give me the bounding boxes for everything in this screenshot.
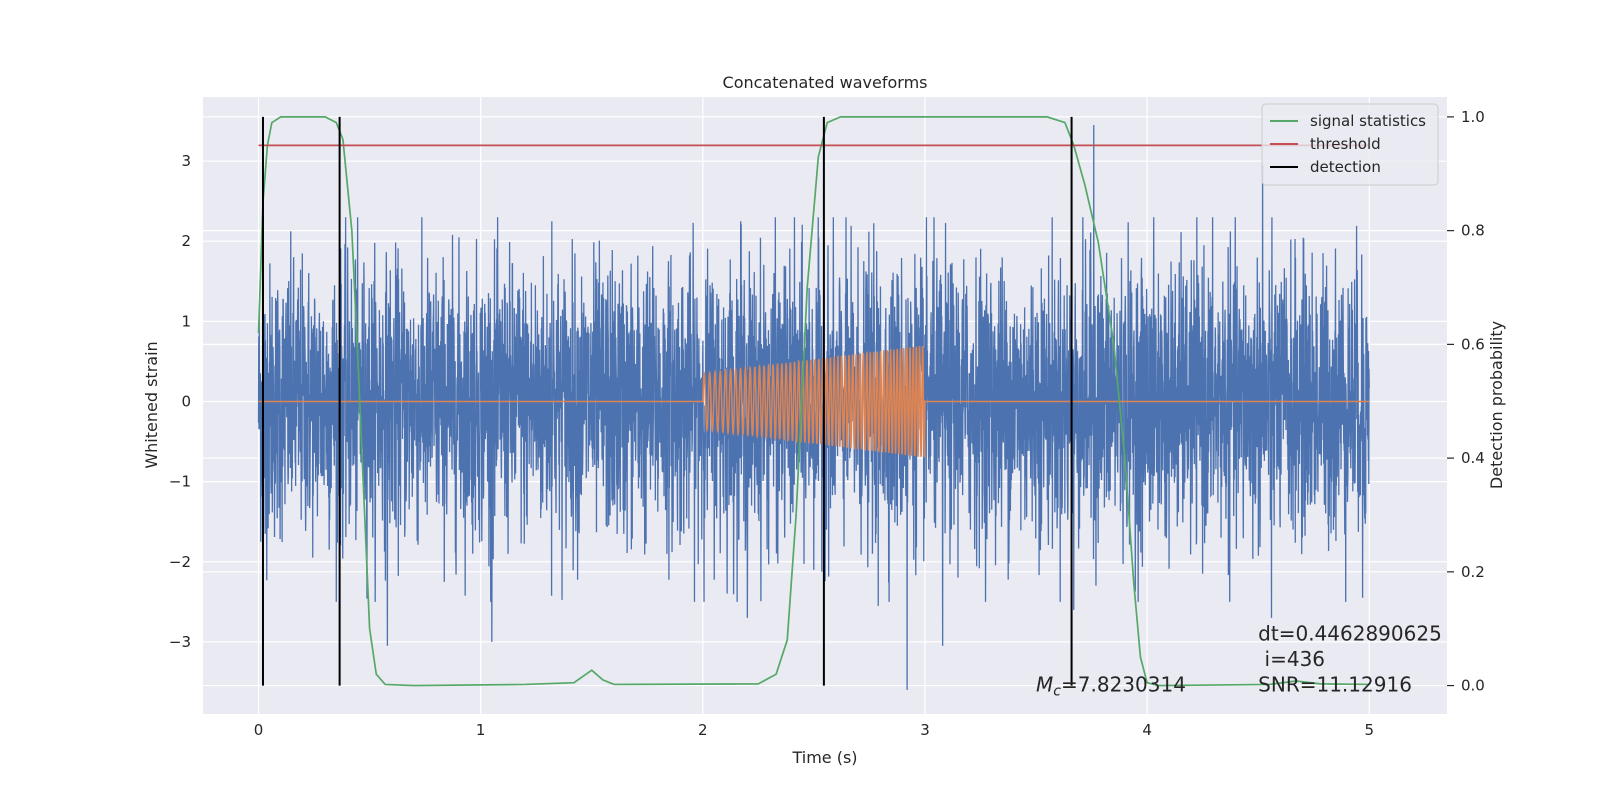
y2-axis-label: Detection probability <box>1487 321 1506 489</box>
y2-tick-label: 0.0 <box>1461 677 1485 695</box>
y2-tick-label: 0.2 <box>1461 563 1485 581</box>
noise-series-line <box>257 125 1370 690</box>
y2-tick-label: 0.4 <box>1461 449 1485 467</box>
x-tick-label: 0 <box>254 721 264 739</box>
y-tick-label: 1 <box>181 312 191 330</box>
chirp-series-line <box>258 345 1370 458</box>
x-tick-label: 5 <box>1364 721 1374 739</box>
x-tick-label: 2 <box>698 721 708 739</box>
plot-area <box>257 116 1370 690</box>
legend: signal statistics threshold detection <box>1261 103 1439 186</box>
y-tick-label: −2 <box>169 553 191 571</box>
legend-label: threshold <box>1310 135 1381 153</box>
x-axis-label: Time (s) <box>791 748 857 767</box>
y-tick-label: 3 <box>181 152 191 170</box>
legend-label: detection <box>1310 158 1381 176</box>
annotation-symbol: M <box>1036 673 1053 697</box>
annotation-value: =7.8230314 <box>1061 673 1186 697</box>
annotation-dt: dt=0.4462890625 <box>1258 621 1442 645</box>
y-tick-label: 0 <box>181 392 191 410</box>
y2-tick-label: 0.8 <box>1461 222 1485 240</box>
y2-tick-label: 1.0 <box>1461 108 1485 126</box>
y-tick-label: 2 <box>181 232 191 250</box>
x-tick-label: 3 <box>920 721 930 739</box>
annotation-subscript: c <box>1053 684 1061 700</box>
x-tick-label: 1 <box>476 721 486 739</box>
y-tick-label: −3 <box>169 633 191 651</box>
y-tick-label: −1 <box>169 473 191 491</box>
signal-statistics-line <box>257 116 1370 687</box>
y2-tick-label: 0.6 <box>1461 335 1485 353</box>
annotation-i: i=436 <box>1258 647 1325 671</box>
chart-title: Concatenated waveforms <box>723 73 928 92</box>
annotation-snr: SNR=11.12916 <box>1258 673 1412 697</box>
y-axis-label: Whitened strain <box>142 341 161 468</box>
x-tick-label: 4 <box>1142 721 1152 739</box>
legend-box <box>1261 103 1439 186</box>
annotation-mc: Mc=7.8230314 <box>1036 673 1186 700</box>
tick-labels: 0 1 2 3 4 5 −3 −2 −1 0 1 2 3 0.0 0.2 0.4 0.6 0.8 1.0 <box>169 108 1485 739</box>
legend-label: signal statistics <box>1310 112 1426 130</box>
